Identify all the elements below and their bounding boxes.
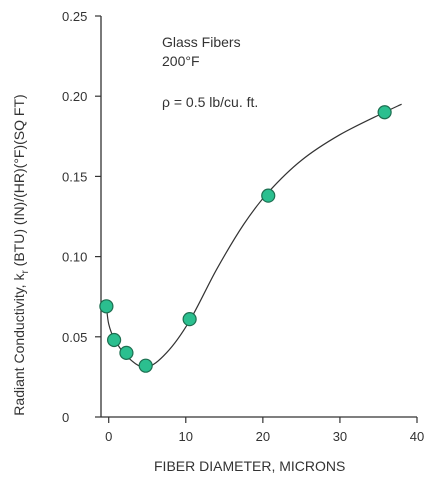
y-axis-title-subscript: r [20, 270, 31, 274]
annotation-material: Glass Fibers [162, 34, 241, 50]
data-point [107, 332, 122, 348]
trend-curve [105, 103, 402, 368]
y-tick-label: 0 [62, 410, 69, 425]
y-tick-label: 0.10 [62, 250, 87, 265]
data-point [138, 358, 153, 373]
y-axis-title-main: Radiant Conductivity, k [11, 273, 27, 416]
data-point [119, 345, 134, 360]
y-tick-label: 0.20 [62, 89, 87, 104]
data-point [261, 188, 276, 203]
data-point [182, 312, 197, 327]
data-points [99, 105, 392, 373]
data-point [377, 105, 392, 120]
x-tick-label: 10 [179, 429, 193, 444]
y-axis-title: Radiant Conductivity, kr (BTU) (IN)/(HR)… [11, 94, 31, 415]
y-tick-label: 0.05 [62, 330, 87, 345]
y-axis-title-units: (BTU) (IN)/(HR)(°F)(SQ FT) [11, 94, 27, 270]
x-tick-label: 0 [105, 429, 112, 444]
annotation-temperature: 200°F [162, 53, 200, 69]
x-axis-title: FIBER DIAMETER, MICRONS [154, 458, 345, 474]
trend-curve-group [105, 103, 402, 368]
x-axis: 0 10 20 30 40 [101, 416, 424, 444]
x-tick-label: 40 [410, 429, 424, 444]
data-point [99, 299, 114, 314]
y-tick-label: 0.25 [62, 9, 87, 24]
annotation-density: ρ = 0.5 lb/cu. ft. [162, 94, 258, 110]
y-tick-label: 0.15 [62, 169, 87, 184]
y-axis: 0 0.05 0.10 0.15 0.20 0.25 [62, 9, 102, 425]
x-tick-label: 30 [333, 429, 347, 444]
x-tick-label: 20 [256, 429, 270, 444]
